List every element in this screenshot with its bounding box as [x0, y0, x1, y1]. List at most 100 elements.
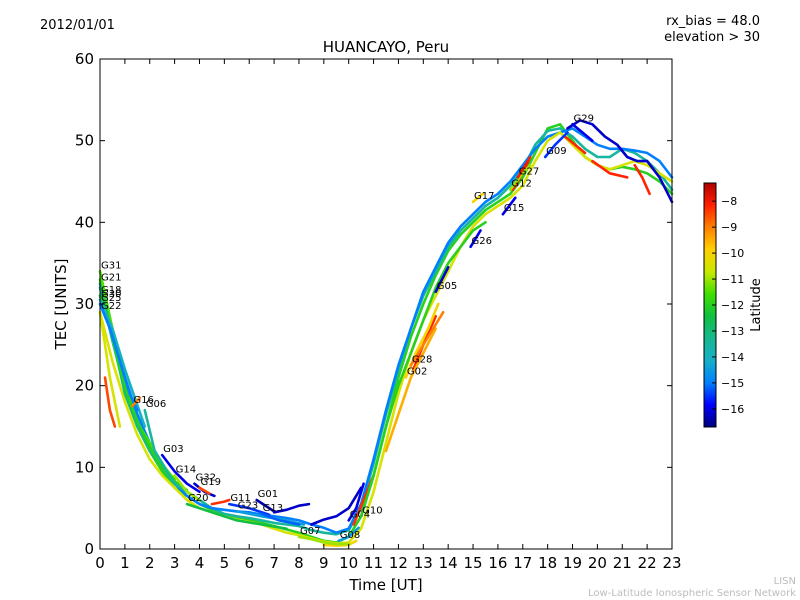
colorbar-tick-label: −9 — [721, 221, 737, 234]
satellite-track-g27 — [516, 159, 530, 179]
satellite-label-g17: G17 — [474, 191, 494, 202]
satellite-track-g09 — [543, 131, 569, 159]
satellite-label-g02: G02 — [407, 367, 427, 378]
satellite-track-g10 — [359, 221, 487, 518]
colorbar-tick-label: −15 — [721, 377, 744, 390]
satellite-track-g26 — [469, 229, 482, 249]
y-tick-label: 0 — [84, 540, 94, 558]
x-tick-label: 23 — [662, 554, 681, 572]
x-tick-label: 14 — [439, 554, 458, 572]
satellite-label-g13: G13 — [263, 503, 283, 514]
satellite-label-g15: G15 — [504, 203, 524, 214]
colorbar: −8 −9 −10 −11 −12 −13 −14 −15 −16 Latitude — [703, 182, 764, 428]
satellite-label-g09: G09 — [546, 146, 566, 157]
colorbar-tick-label: −8 — [721, 195, 737, 208]
x-tick-label: 18 — [538, 554, 557, 572]
satellite-track-g25 — [98, 302, 139, 412]
tec-arc-8 — [563, 135, 587, 155]
x-tick-label: 5 — [220, 554, 230, 572]
satellite-label-g06: G06 — [146, 399, 166, 410]
x-tick-label: 21 — [613, 554, 632, 572]
tec-arc-2 — [98, 127, 674, 534]
satellite-label-g03: G03 — [163, 444, 183, 455]
satellite-label-g19: G19 — [200, 477, 220, 488]
satellite-label-g16: G16 — [133, 395, 153, 406]
satellite-label-g23: G23 — [238, 500, 258, 511]
colorbar-tick-label: −12 — [721, 299, 744, 312]
elevation-label: elevation > 30 — [664, 30, 760, 45]
x-tick-label: 16 — [488, 554, 507, 572]
satellite-label-g18: G18 — [101, 285, 121, 296]
x-tick-label: 11 — [364, 554, 383, 572]
chart-title: HUANCAYO, Peru — [323, 38, 449, 56]
tec-arc-13 — [210, 498, 231, 506]
x-tick-label: 4 — [195, 554, 205, 572]
satellite-label-g21: G21 — [101, 273, 121, 284]
satellite-label-g29: G29 — [574, 113, 594, 124]
rx-bias-label: rx_bias = 48.0 — [666, 14, 760, 29]
colorbar-tick-label: −11 — [721, 273, 744, 286]
colorbar-label: Latitude — [749, 278, 764, 332]
satellite-track-g16 — [131, 396, 142, 408]
satellite-track-g30 — [98, 298, 147, 428]
satellite-label-g30: G30 — [101, 289, 121, 300]
colorbar-tick-label: −14 — [721, 351, 744, 364]
satellite-label-g28: G28 — [412, 354, 432, 365]
satellite-track-g08 — [337, 526, 360, 543]
satellite-label-g14: G14 — [176, 465, 196, 476]
x-tick-label: 3 — [170, 554, 180, 572]
x-tick-label: 12 — [389, 554, 408, 572]
tec-arc-10 — [633, 163, 651, 196]
satellite-label-g05: G05 — [437, 281, 457, 292]
plot-frame — [99, 58, 673, 550]
satellite-track-g12 — [509, 163, 532, 191]
x-tick-label: 9 — [319, 554, 329, 572]
satellite-label-g26: G26 — [472, 236, 492, 247]
x-tick-label: 7 — [269, 554, 279, 572]
colorbar-tick-label: −13 — [721, 325, 744, 338]
satellite-track-g01 — [255, 498, 276, 513]
satellite-track-g03 — [160, 453, 201, 494]
satellite-track-g28 — [409, 310, 445, 367]
satellite-label-g31: G31 — [101, 260, 121, 271]
org-long-label: Low-Latitude Ionospheric Sensor Network — [588, 588, 796, 599]
satellite-track-g05 — [434, 266, 450, 294]
satellite-track-g29 — [571, 123, 594, 142]
tec-arc-6 — [566, 119, 674, 204]
x-tick-label: 19 — [563, 554, 582, 572]
satellite-track-g07 — [297, 535, 350, 546]
x-tick-label: 1 — [120, 554, 130, 572]
tec-arc-9 — [591, 159, 629, 179]
satellite-label-g11: G11 — [230, 493, 250, 504]
y-axis-label: TEC [UNITS] — [52, 259, 70, 351]
x-tick-label: 8 — [294, 554, 304, 572]
colorbar-tick-label: −10 — [721, 247, 744, 260]
satellite-label-g01: G01 — [258, 489, 278, 500]
x-tick-label: 20 — [588, 554, 607, 572]
y-tick-label: 30 — [75, 295, 94, 313]
x-tick-label: 6 — [244, 554, 254, 572]
satellite-label-g10: G10 — [362, 505, 382, 516]
x-tick-label: 13 — [414, 554, 433, 572]
satellite-track-g17 — [471, 192, 485, 204]
x-tick-label: 10 — [339, 554, 358, 572]
satellite-label-g04: G04 — [350, 509, 370, 520]
satellite-label-g25: G25 — [101, 293, 121, 304]
x-tick-label: 22 — [638, 554, 657, 572]
y-tick-label: 60 — [75, 50, 94, 68]
x-axis-label: Time [UT] — [348, 576, 422, 594]
tec-arc-5 — [310, 486, 363, 526]
satellite-label-g07: G07 — [300, 526, 320, 537]
satellite-track-g04 — [347, 482, 365, 522]
y-tick-label: 10 — [75, 458, 94, 476]
satellite-label-g32: G32 — [196, 473, 216, 484]
colorbar-tick-label: −16 — [721, 403, 744, 416]
x-tick-label: 0 — [95, 554, 105, 572]
satellite-track-g13 — [260, 512, 301, 526]
satellite-label-g27: G27 — [519, 166, 539, 177]
satellite-track-g22 — [98, 310, 122, 428]
tec-arc-3 — [98, 131, 674, 545]
x-tick-label: 17 — [513, 554, 532, 572]
